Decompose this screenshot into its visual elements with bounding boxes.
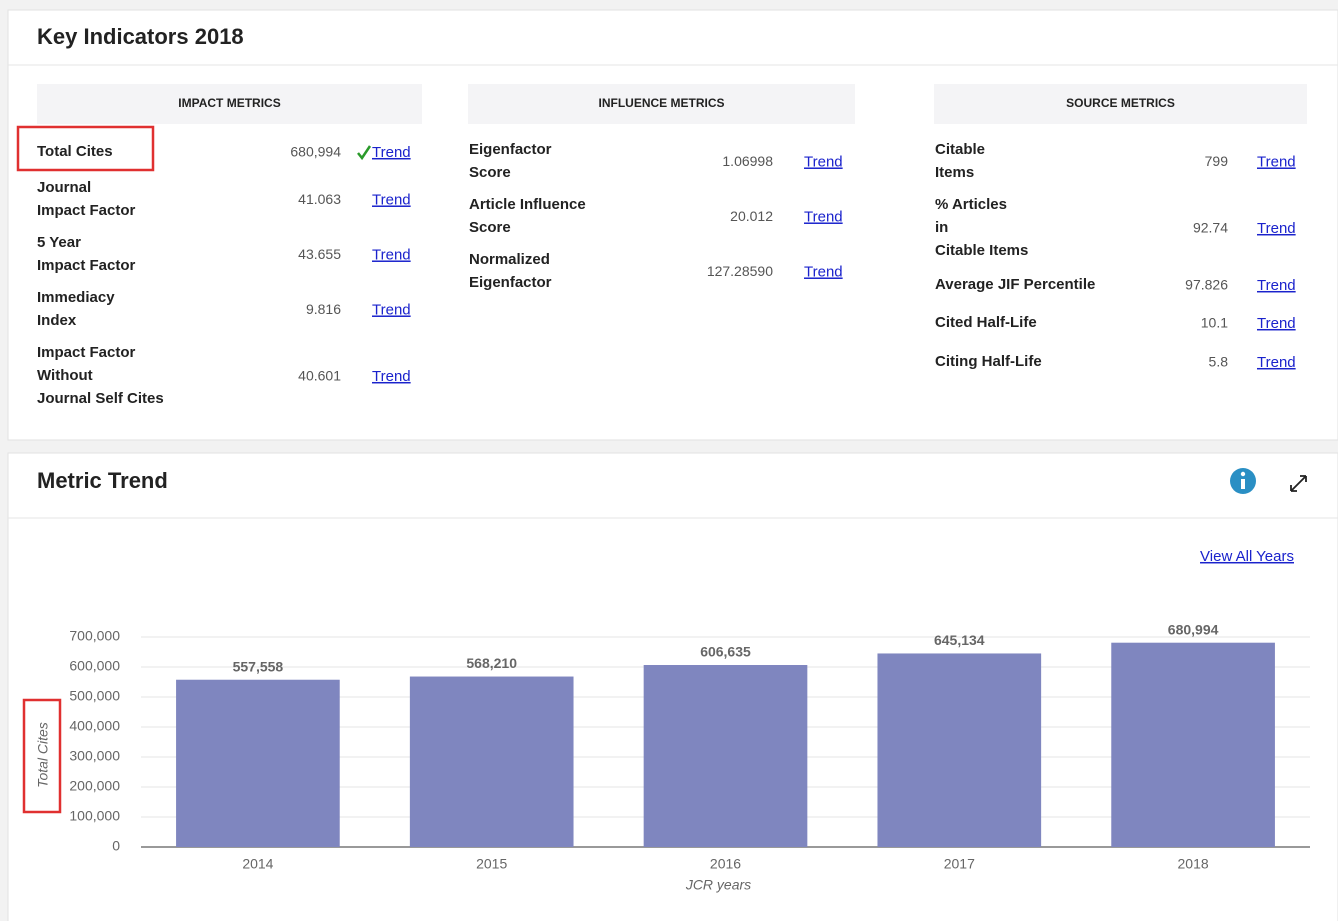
metric-label: 5 Year: [37, 234, 81, 251]
metric-label: Article Influence: [469, 196, 586, 213]
y-axis-label: Total Cites: [35, 722, 51, 788]
y-tick-label: 600,000: [69, 658, 120, 674]
data-label: 645,134: [934, 632, 985, 648]
metric-label: Journal Self Cites: [37, 390, 164, 407]
trend-link[interactable]: Trend: [372, 301, 411, 318]
y-tick-label: 300,000: [69, 748, 120, 764]
metric-value: 97.826: [1185, 277, 1228, 293]
x-tick-label: 2016: [710, 856, 741, 872]
metric-label: Average JIF Percentile: [935, 276, 1095, 293]
metric-label: Index: [37, 312, 77, 329]
metric-value: 5.8: [1209, 354, 1229, 370]
expand-icon[interactable]: [1290, 475, 1307, 492]
x-tick-label: 2015: [476, 856, 507, 872]
metric-label: Immediacy: [37, 289, 115, 306]
column-header: [37, 84, 422, 124]
metric-value: 9.816: [306, 301, 341, 317]
x-axis-label: JCR years: [685, 877, 751, 893]
highlight-box: [22, 698, 62, 814]
metric-label: in: [935, 219, 948, 236]
trend-link[interactable]: Trend: [372, 191, 411, 208]
y-tick-label: 500,000: [69, 688, 120, 704]
metric-label: % Articles: [935, 196, 1007, 213]
trend-link[interactable]: Trend: [1257, 315, 1296, 332]
x-tick-label: 2014: [242, 856, 273, 872]
info-glyph: [1240, 471, 1246, 477]
trend-link[interactable]: Trend: [372, 246, 411, 263]
bar: [643, 665, 808, 847]
panel-title: Key Indicators 2018: [37, 24, 244, 49]
trend-link[interactable]: Trend: [1257, 277, 1296, 294]
column-heading: IMPACT METRICS: [178, 96, 280, 110]
trend-link[interactable]: Trend: [1257, 354, 1296, 371]
column-heading: SOURCE METRICS: [1066, 96, 1175, 110]
metric-value: 40.601: [298, 368, 341, 384]
metric-value: 10.1: [1201, 315, 1228, 331]
metric-value: 1.06998: [722, 153, 773, 169]
metric-label: Total Cites: [37, 143, 113, 160]
indicators-panel: [7, 9, 1338, 441]
trend-link[interactable]: Trend: [804, 153, 843, 170]
metric-label: Citable: [935, 141, 985, 158]
view-all-link[interactable]: View All Years: [1200, 548, 1294, 565]
metric-label: Eigenfactor: [469, 274, 552, 291]
metric-value: 127.28590: [707, 263, 773, 279]
metric-value: 92.74: [1193, 220, 1228, 236]
y-tick-label: 100,000: [69, 808, 120, 824]
trend-link[interactable]: Trend: [372, 368, 411, 385]
y-tick-label: 700,000: [69, 628, 120, 644]
metric-label: Cited Half-Life: [935, 314, 1037, 331]
metric-label: Citable Items: [935, 242, 1028, 259]
metric-label: Impact Factor: [37, 344, 136, 361]
column-header: [934, 84, 1307, 124]
trend-link[interactable]: Trend: [372, 144, 411, 161]
data-label: 606,635: [700, 644, 751, 660]
metric-value: 41.063: [298, 191, 341, 207]
data-label: 568,210: [466, 655, 517, 671]
column-header: [468, 84, 855, 124]
x-tick-label: 2018: [1178, 856, 1209, 872]
metric-label: Journal: [37, 179, 91, 196]
x-tick-label: 2017: [944, 856, 975, 872]
y-tick-label: 400,000: [69, 718, 120, 734]
bar: [176, 679, 340, 847]
metric-label: Score: [469, 219, 511, 236]
check-icon: [357, 145, 372, 161]
data-label: 557,558: [233, 658, 284, 674]
metric-label: Without: [37, 367, 93, 384]
highlight-box: [16, 125, 155, 172]
metric-value: 20.012: [730, 208, 773, 224]
trend-link[interactable]: Trend: [804, 263, 843, 280]
metric-label: Impact Factor: [37, 202, 136, 219]
panel-title: Metric Trend: [37, 468, 168, 493]
metric-label: Score: [469, 164, 511, 181]
bar: [1111, 642, 1275, 847]
bar: [409, 676, 574, 847]
y-tick-label: 200,000: [69, 778, 120, 794]
metric-label: Citing Half-Life: [935, 353, 1042, 370]
metric-label: Items: [935, 164, 974, 181]
trend-link[interactable]: Trend: [1257, 220, 1296, 237]
metric-label: Impact Factor: [37, 257, 136, 274]
trend-link[interactable]: Trend: [1257, 153, 1296, 170]
info-glyph: [1241, 479, 1245, 489]
bar: [877, 653, 1042, 847]
metric-value: 680,994: [290, 144, 341, 160]
y-tick-label: 0: [112, 838, 120, 854]
data-label: 680,994: [1168, 621, 1219, 637]
column-heading: INFLUENCE METRICS: [599, 96, 725, 110]
metric-value: 799: [1205, 153, 1229, 169]
trend-link[interactable]: Trend: [804, 208, 843, 225]
metric-label: Eigenfactor: [469, 141, 552, 158]
metric-label: Normalized: [469, 251, 550, 268]
metric-value: 43.655: [298, 246, 341, 262]
